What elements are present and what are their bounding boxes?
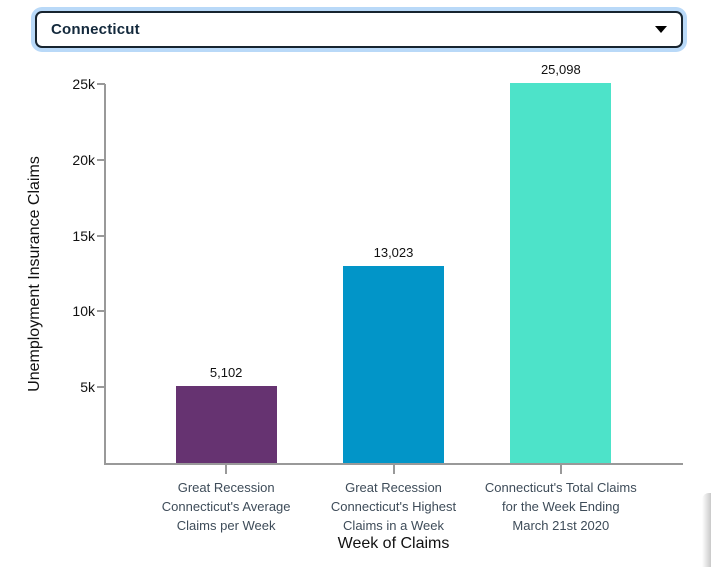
y-tick-label: 15k <box>72 227 95 244</box>
bar[interactable] <box>343 265 444 463</box>
state-select-value: Connecticut <box>51 21 140 38</box>
y-tick-label: 25k <box>72 76 95 92</box>
bar-value-label: 25,098 <box>540 61 581 77</box>
bar[interactable] <box>175 385 277 463</box>
y-tick-mark <box>97 310 105 313</box>
y-tick-mark <box>97 234 105 237</box>
category-label: Connecticut's Total Claims for the Week E… <box>466 478 656 535</box>
category-label: Great Recession Connecticut's Average Clai… <box>131 478 321 535</box>
chevron-down-icon <box>655 26 667 33</box>
y-axis-title: Unemployment Insurance Claims <box>26 156 43 392</box>
y-axis-line <box>104 84 106 465</box>
y-tick-label: 10k <box>72 303 95 320</box>
bar[interactable] <box>510 82 612 463</box>
category-label-line: Great Recession <box>345 480 442 495</box>
y-tick-mark <box>97 386 105 389</box>
y-tick-label: 20k <box>72 151 95 168</box>
category-label-line: March 21st 2020 <box>512 518 610 533</box>
state-select[interactable]: Connecticut <box>35 11 683 48</box>
bar-value-label: 13,023 <box>373 244 414 260</box>
page-edge-shadow <box>702 493 711 567</box>
bar-value-label: 5,102 <box>209 364 243 380</box>
y-tick-mark <box>97 158 105 161</box>
category-label-line: Great Recession <box>177 480 275 495</box>
category-label-line: Connecticut's Average <box>161 499 291 514</box>
x-tick-mark <box>392 465 395 474</box>
category-label-line: Claims in a Week <box>343 518 444 533</box>
category-label-line: Connecticut's Highest <box>330 499 457 514</box>
category-label-line: for the Week Ending <box>502 499 620 514</box>
x-tick-mark <box>225 465 228 474</box>
category-label-line: Connecticut's Total Claims <box>484 480 637 495</box>
x-axis-title: Week of Claims <box>337 535 450 552</box>
x-axis-line <box>104 463 683 465</box>
y-tick-label: 5k <box>80 379 95 396</box>
category-label: Great Recession Connecticut's Highest Clai… <box>299 478 489 535</box>
x-tick-mark <box>559 465 562 474</box>
y-tick-mark <box>97 83 105 85</box>
category-label-line: Claims per Week <box>176 518 276 533</box>
